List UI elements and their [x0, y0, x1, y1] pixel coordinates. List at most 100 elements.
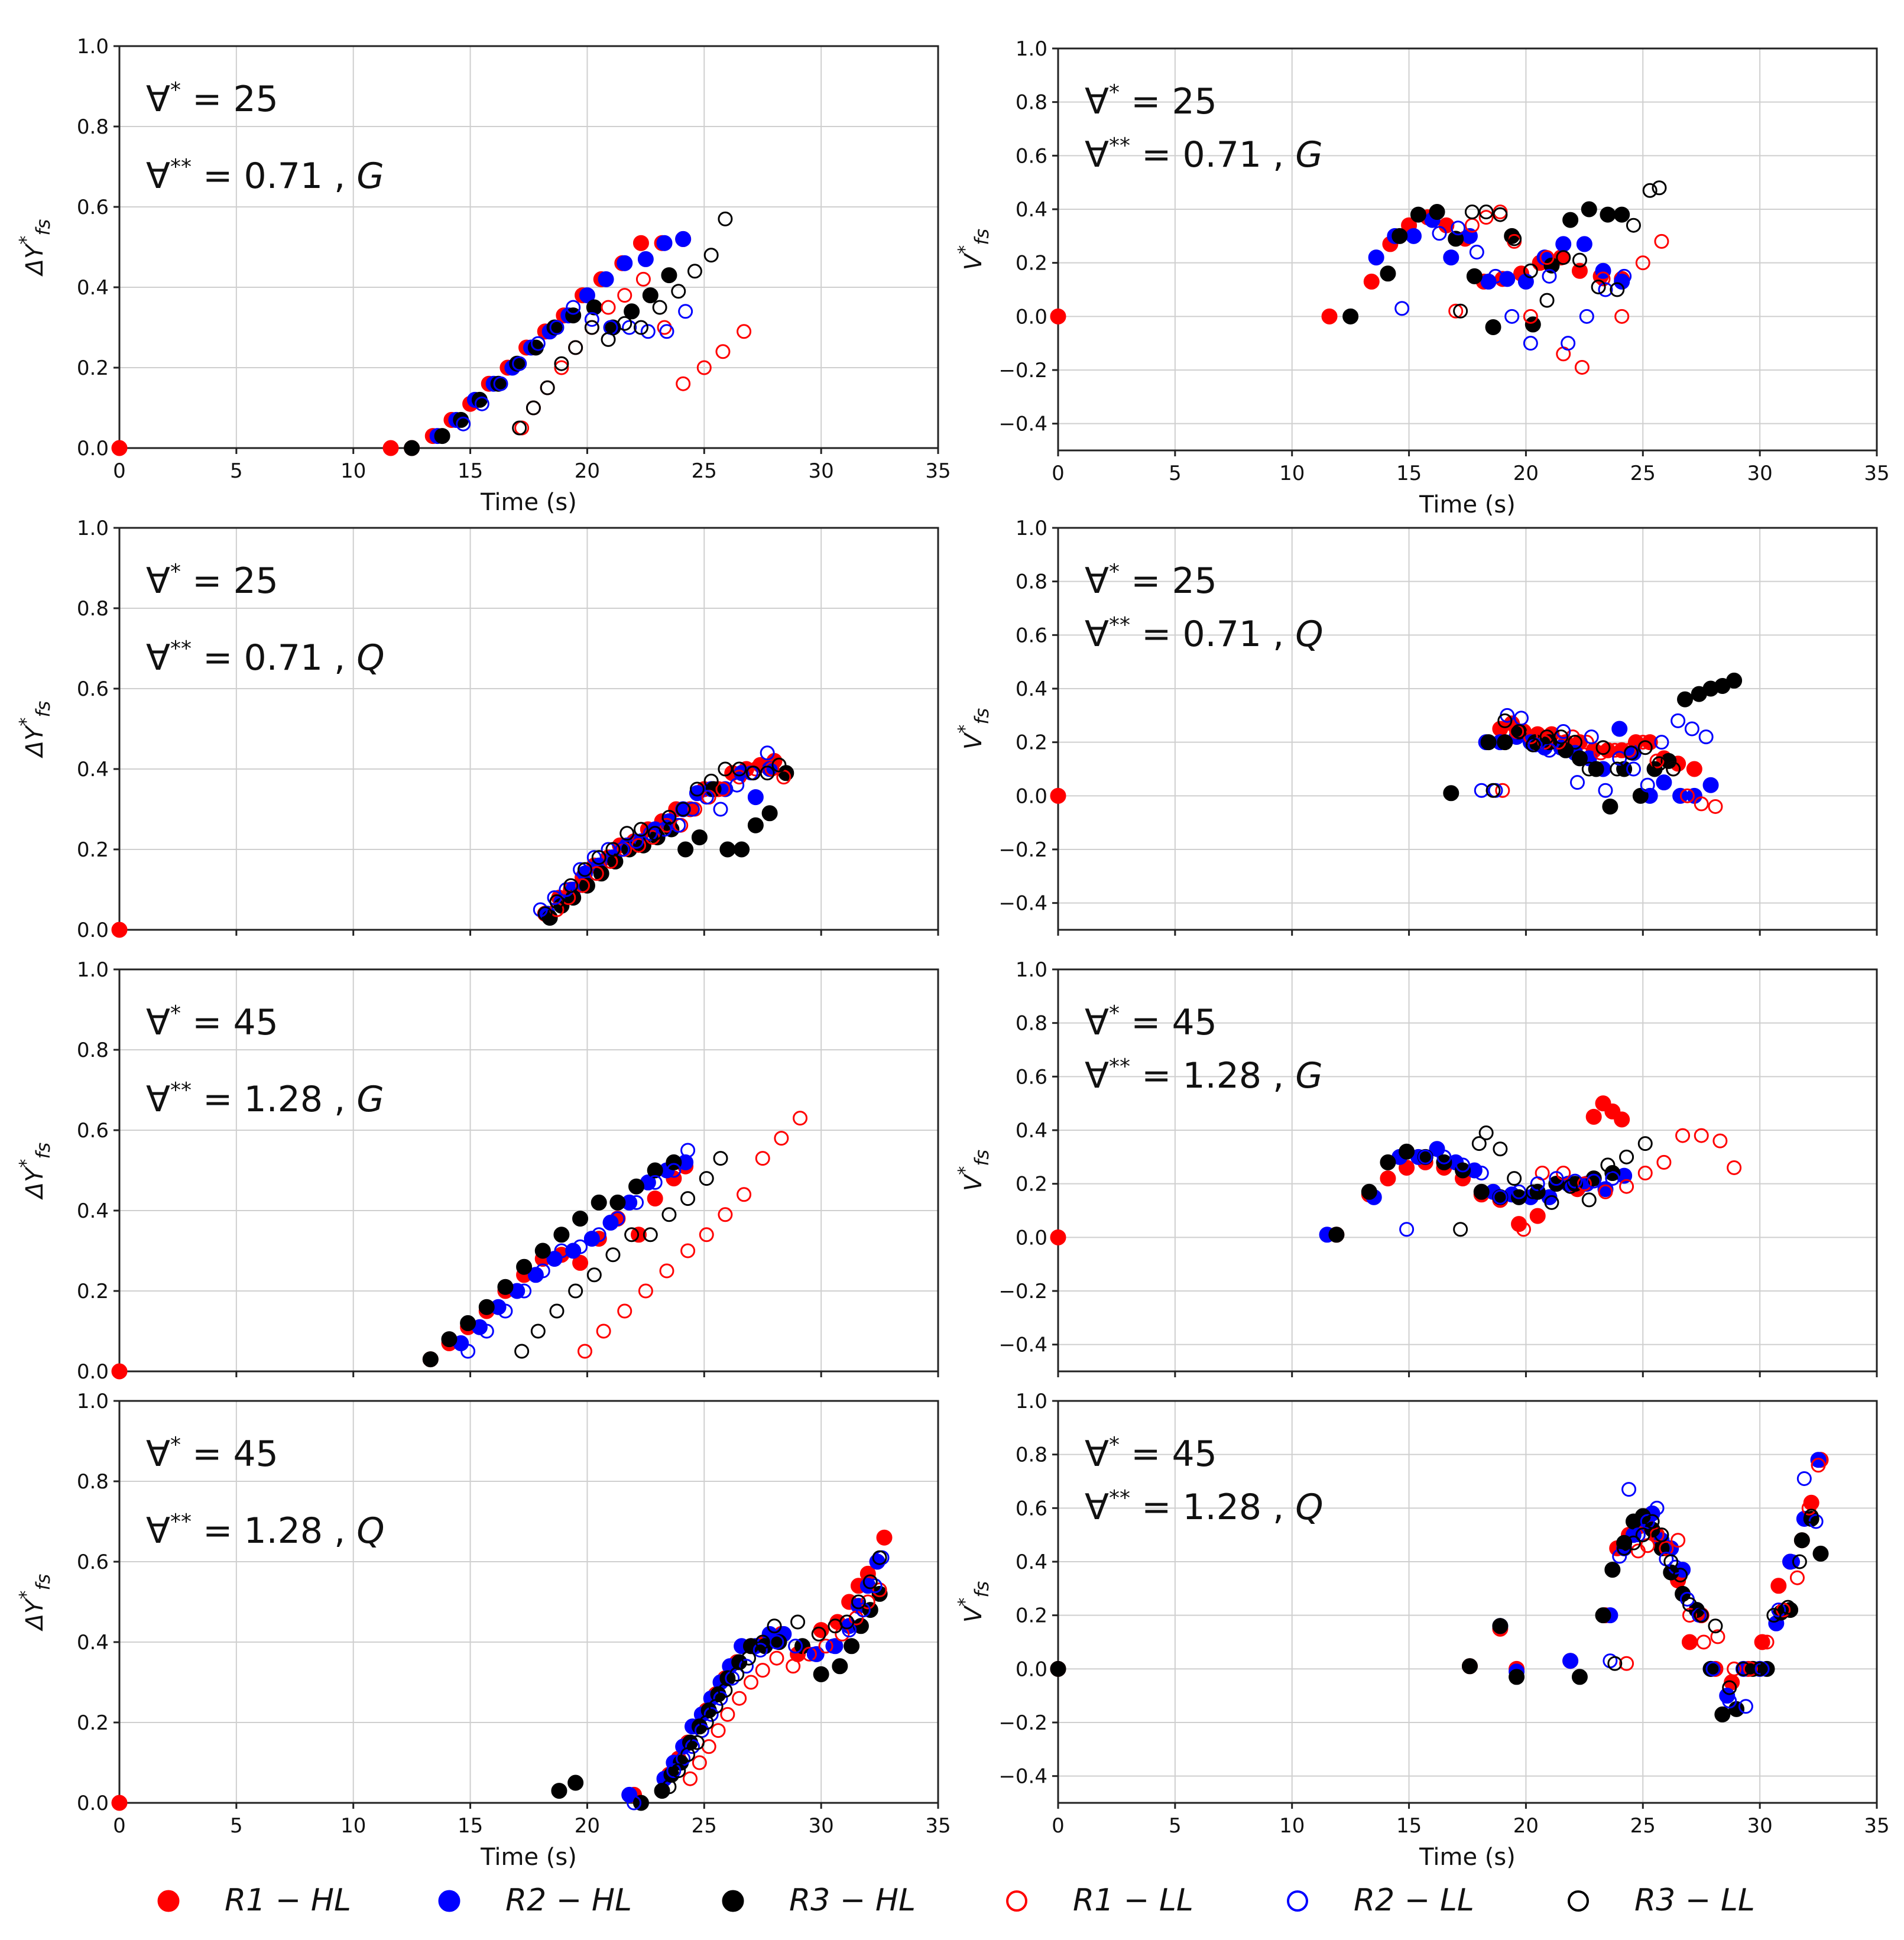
data-point	[1549, 1171, 1564, 1186]
data-point	[554, 1243, 569, 1258]
data-point	[1619, 1149, 1634, 1164]
data-point	[1607, 1656, 1623, 1671]
plot-frame	[1057, 47, 1878, 452]
legend-item-5: R2 − LL	[1287, 1883, 1474, 1918]
data-point	[725, 1670, 740, 1686]
data-point	[533, 902, 548, 917]
y-axis-label: V*fs	[955, 708, 993, 750]
data-point	[617, 255, 633, 271]
data-point	[661, 267, 677, 284]
x-tick-label: 5	[230, 1814, 243, 1838]
y-tick-label: 0.8	[77, 1470, 109, 1494]
data-point	[1563, 1179, 1578, 1194]
data-point	[1558, 742, 1574, 758]
data-point	[1466, 268, 1483, 284]
data-point	[718, 761, 733, 777]
data-point	[1530, 1176, 1545, 1192]
data-point	[567, 1774, 584, 1791]
data-point	[647, 1162, 663, 1179]
data-point	[479, 1323, 494, 1339]
data-point	[1659, 1540, 1674, 1556]
data-point	[654, 1783, 670, 1799]
legend-item-1: R1 − HL	[157, 1883, 351, 1918]
data-point	[1448, 303, 1464, 319]
legend-label: R1 − LL	[1073, 1883, 1193, 1918]
y-tick-label: 0.8	[1016, 1443, 1047, 1467]
data-point	[474, 396, 489, 411]
data-point	[1394, 301, 1410, 316]
y-tick-label: 1.0	[1016, 37, 1047, 61]
data-point	[1673, 1568, 1688, 1583]
data-point	[718, 1683, 733, 1698]
data-point	[1361, 1183, 1377, 1200]
data-point	[638, 1283, 653, 1299]
data-point	[832, 1658, 848, 1675]
data-point	[844, 1638, 860, 1654]
data-point	[460, 1344, 476, 1359]
y-tick-label: 1.0	[77, 517, 109, 540]
x-tick-label: 35	[925, 1814, 951, 1838]
data-point	[1493, 1189, 1508, 1205]
data-point	[601, 332, 616, 347]
data-point	[1614, 206, 1630, 223]
data-point	[586, 1267, 602, 1283]
x-tick-label: 30	[809, 459, 834, 483]
data-point	[752, 1643, 768, 1658]
data-point	[771, 757, 787, 773]
data-point	[711, 1723, 726, 1738]
data-point	[1417, 1149, 1433, 1165]
data-point	[867, 1578, 883, 1594]
data-point	[699, 1171, 714, 1186]
x-tick-label: 15	[458, 459, 483, 483]
data-point	[1727, 1661, 1742, 1676]
data-point	[671, 1763, 686, 1779]
data-point	[572, 1254, 589, 1271]
data-point	[1754, 1634, 1770, 1650]
y-tick-label: 0.4	[77, 758, 109, 781]
data-point	[1511, 724, 1527, 739]
data-point	[1485, 783, 1501, 798]
data-point	[453, 411, 469, 428]
data-point	[1584, 729, 1599, 745]
legend-item-2: R2 − HL	[438, 1883, 632, 1918]
y-tick-label: −0.2	[998, 359, 1047, 382]
data-point	[1597, 1181, 1614, 1198]
data-point	[687, 264, 702, 279]
data-point	[680, 1243, 696, 1258]
annotation-ratio: ∀** = 0.71 , G	[1085, 134, 1323, 176]
data-point	[1544, 1195, 1559, 1210]
data-point	[1696, 1634, 1711, 1650]
x-tick-label: 25	[692, 1814, 717, 1838]
data-point	[1492, 1618, 1509, 1634]
data-point	[1654, 735, 1669, 750]
data-point	[1380, 1154, 1396, 1170]
data-point	[591, 1227, 606, 1242]
data-point	[811, 1626, 826, 1641]
data-point	[584, 320, 599, 335]
x-tick-label: 35	[1864, 1814, 1889, 1838]
data-point	[1473, 1183, 1490, 1200]
data-point	[713, 1151, 728, 1166]
data-point	[1642, 183, 1658, 198]
legend: R1 − HL R2 − HL R3 − HL R1 − LL R2 − LL R3 − …	[157, 1883, 1755, 1918]
data-point	[551, 1783, 567, 1799]
annotation-ratio: ∀** = 1.28 , Q	[146, 1510, 385, 1552]
data-point	[1637, 1166, 1653, 1181]
x-tick-label: 0	[1052, 1814, 1065, 1838]
y-tick-label: 0.4	[1016, 198, 1047, 222]
data-point	[1677, 691, 1694, 708]
data-point	[1497, 734, 1513, 751]
data-point	[1586, 1173, 1601, 1189]
y-tick-label: 0.4	[77, 1199, 109, 1223]
data-point	[1600, 206, 1616, 223]
data-point	[583, 1231, 600, 1247]
data-point	[1712, 1133, 1728, 1149]
data-point	[683, 1771, 698, 1786]
data-point	[1793, 1532, 1810, 1549]
x-tick-label: 5	[1169, 462, 1182, 485]
data-point	[1728, 1701, 1745, 1717]
x-tick-label: 10	[340, 1814, 366, 1838]
data-point	[1493, 1141, 1508, 1157]
y-tick-label: −0.2	[998, 1711, 1047, 1735]
data-point	[1572, 252, 1587, 268]
